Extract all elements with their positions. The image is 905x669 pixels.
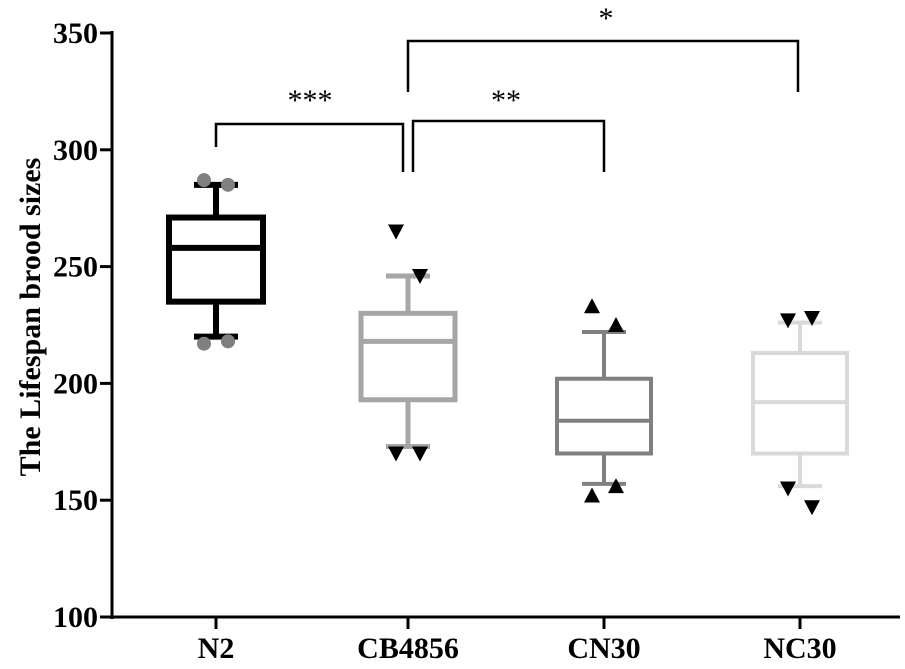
data-point [608, 478, 624, 494]
bracket-line [406, 39, 800, 92]
data-point [780, 313, 796, 329]
box-iqr [166, 214, 266, 305]
y-tick-label: 250 [53, 251, 98, 284]
y-axis-label: The Lifespan brood sizes [14, 158, 47, 477]
data-point [584, 487, 600, 503]
box-cb4856 [358, 273, 458, 449]
significance-label: *** [288, 84, 333, 117]
data-point [412, 446, 428, 462]
data-point [197, 173, 211, 188]
bracket-line [411, 119, 606, 172]
significance-bracket: *** [214, 84, 405, 172]
y-tick-label: 150 [53, 484, 98, 517]
data-point [412, 268, 428, 284]
data-point [388, 224, 404, 240]
y-tick-label: 200 [53, 367, 98, 400]
y-tick-label: 100 [53, 601, 98, 634]
data-point [608, 317, 624, 332]
axes: 100 150 200 250 300 350 N2 CB4856 CN30 NC30 [53, 17, 900, 665]
x-tick-label: CB4856 [357, 632, 459, 665]
box-group [166, 181, 849, 489]
data-point [584, 298, 600, 314]
box-nc30 [751, 320, 849, 489]
data-point [804, 310, 820, 326]
significance-brackets: *** *** [214, 2, 800, 172]
significance-label: * [599, 2, 614, 35]
data-points [197, 173, 820, 516]
significance-bracket: ** [411, 84, 606, 172]
x-tick-label: CN30 [567, 632, 640, 665]
data-point [221, 177, 235, 192]
data-point [804, 500, 820, 516]
data-point [221, 334, 235, 349]
significance-bracket: * [406, 2, 800, 92]
data-point [388, 446, 404, 462]
box-cn30 [555, 330, 653, 486]
y-tick-label: 300 [53, 134, 98, 167]
box-n2 [166, 181, 266, 340]
data-point [197, 336, 211, 351]
data-point [780, 481, 796, 497]
box-iqr [358, 310, 458, 403]
bracket-line [214, 122, 405, 172]
y-tick-label: 350 [53, 17, 98, 50]
significance-label: ** [491, 84, 521, 117]
x-tick-label: NC30 [763, 632, 836, 665]
x-tick-label: N2 [198, 632, 235, 665]
box-iqr [555, 376, 653, 456]
